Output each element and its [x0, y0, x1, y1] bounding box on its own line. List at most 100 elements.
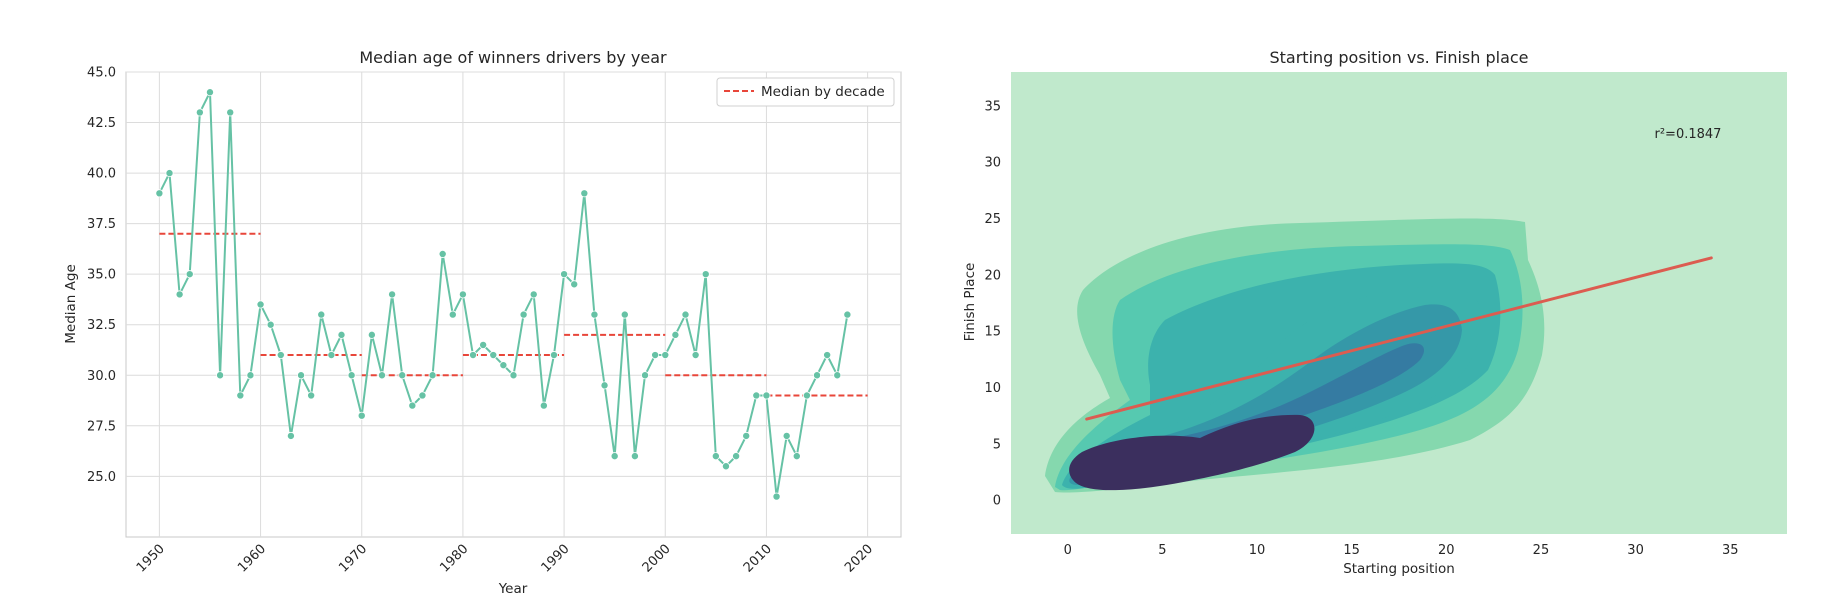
- data-point: [772, 492, 781, 501]
- data-point: [661, 351, 670, 360]
- data-point: [570, 280, 579, 289]
- age-chart-legend: Median by decade: [716, 77, 895, 107]
- density-contour-level-7: [1069, 414, 1315, 491]
- y-tick-label: 20: [984, 268, 1001, 283]
- data-point: [337, 330, 346, 339]
- x-tick-label: 30: [1627, 543, 1644, 558]
- data-point: [549, 351, 558, 360]
- data-point: [408, 401, 417, 410]
- data-point: [610, 452, 619, 461]
- y-tick-label: 25.0: [87, 470, 116, 485]
- y-tick-label: 45.0: [87, 66, 116, 81]
- data-point: [377, 371, 386, 380]
- data-point: [539, 401, 548, 410]
- data-point: [367, 330, 376, 339]
- data-point: [782, 431, 791, 440]
- data-point: [347, 371, 356, 380]
- age-chart-plot-area: [125, 71, 902, 538]
- data-point: [297, 371, 306, 380]
- x-tick-label: 5: [1158, 543, 1166, 558]
- y-tick-label: 15: [984, 325, 1001, 340]
- data-point: [732, 452, 741, 461]
- x-tick-label: 25: [1533, 543, 1550, 558]
- position-chart-y-ticks: 0 5 10 15 20 25 30 35: [984, 99, 1001, 508]
- age-chart-x-ticks: 1950 1960 1970 1980 1990 2000 2010 2020: [134, 542, 876, 576]
- x-tick-label: 0: [1064, 543, 1072, 558]
- regression-line: [1085, 256, 1713, 421]
- data-point: [448, 310, 457, 319]
- age-chart-y-label: Median Age: [63, 264, 79, 344]
- y-tick-label: 10: [984, 381, 1001, 396]
- data-point: [813, 371, 822, 380]
- x-tick-label: 2010: [741, 542, 775, 576]
- position-chart-title: Starting position vs. Finish place: [1269, 48, 1528, 67]
- data-point: [489, 351, 498, 360]
- r-squared-annotation: r²=0.1847: [1655, 127, 1722, 142]
- data-point: [458, 290, 467, 299]
- data-point: [802, 391, 811, 400]
- x-tick-label: 2000: [640, 542, 674, 576]
- data-point: [519, 310, 528, 319]
- data-point: [742, 431, 751, 440]
- x-tick-label: 20: [1438, 543, 1455, 558]
- data-point: [762, 391, 771, 400]
- median-age-points: [155, 88, 852, 501]
- data-point: [711, 452, 720, 461]
- y-tick-label: 40.0: [87, 167, 116, 182]
- data-point: [276, 351, 285, 360]
- y-tick-label: 30.0: [87, 369, 116, 384]
- data-point: [469, 351, 478, 360]
- data-point: [246, 371, 255, 380]
- y-tick-label: 32.5: [87, 318, 116, 333]
- data-point: [216, 371, 225, 380]
- density-contours: [1045, 218, 1545, 493]
- data-point: [226, 108, 235, 117]
- data-point: [327, 351, 336, 360]
- data-point: [630, 452, 639, 461]
- age-chart-y-ticks: 25.0 27.5 30.0 32.5 35.0 37.5 40.0 42.5 45.0: [87, 66, 116, 485]
- data-point: [286, 431, 295, 440]
- position-chart-y-label: Finish Place: [962, 263, 978, 342]
- position-chart-x-label: Starting position: [1343, 561, 1455, 577]
- y-tick-label: 25: [984, 212, 1001, 227]
- position-chart-x-ticks: 0 5 10 15 20 25 30 35: [1064, 543, 1739, 558]
- x-tick-label: 1990: [539, 542, 573, 576]
- data-point: [266, 320, 275, 329]
- legend-box: [716, 77, 895, 107]
- data-point: [357, 411, 366, 420]
- data-point: [681, 310, 690, 319]
- data-point: [620, 310, 629, 319]
- y-tick-label: 35.0: [87, 268, 116, 283]
- data-point: [499, 361, 508, 370]
- data-point: [509, 371, 518, 380]
- x-tick-label: 1970: [336, 542, 370, 576]
- age-chart: 1950 1960 1970 1980 1990 2000 2010 2020 25.0 27.…: [63, 48, 902, 597]
- data-point: [175, 290, 184, 299]
- data-point: [651, 351, 660, 360]
- x-tick-label: 35: [1722, 543, 1739, 558]
- age-chart-title: Median age of winners drivers by year: [359, 48, 667, 67]
- y-tick-label: 35: [984, 99, 1001, 114]
- data-point: [843, 310, 852, 319]
- data-point: [600, 381, 609, 390]
- data-point: [438, 249, 447, 258]
- data-point: [752, 391, 761, 400]
- data-point: [165, 169, 174, 178]
- y-tick-label: 37.5: [87, 217, 116, 232]
- y-tick-label: 30: [984, 156, 1001, 171]
- data-point: [721, 462, 730, 471]
- data-point: [185, 270, 194, 279]
- data-point: [792, 452, 801, 461]
- data-point: [641, 371, 650, 380]
- x-tick-label: 1980: [437, 542, 471, 576]
- data-point: [428, 371, 437, 380]
- x-tick-label: 10: [1249, 543, 1266, 558]
- x-tick-label: 1950: [134, 542, 168, 576]
- age-chart-grid: [126, 71, 901, 537]
- data-point: [833, 371, 842, 380]
- y-tick-label: 42.5: [87, 116, 116, 131]
- data-point: [691, 351, 700, 360]
- data-point: [590, 310, 599, 319]
